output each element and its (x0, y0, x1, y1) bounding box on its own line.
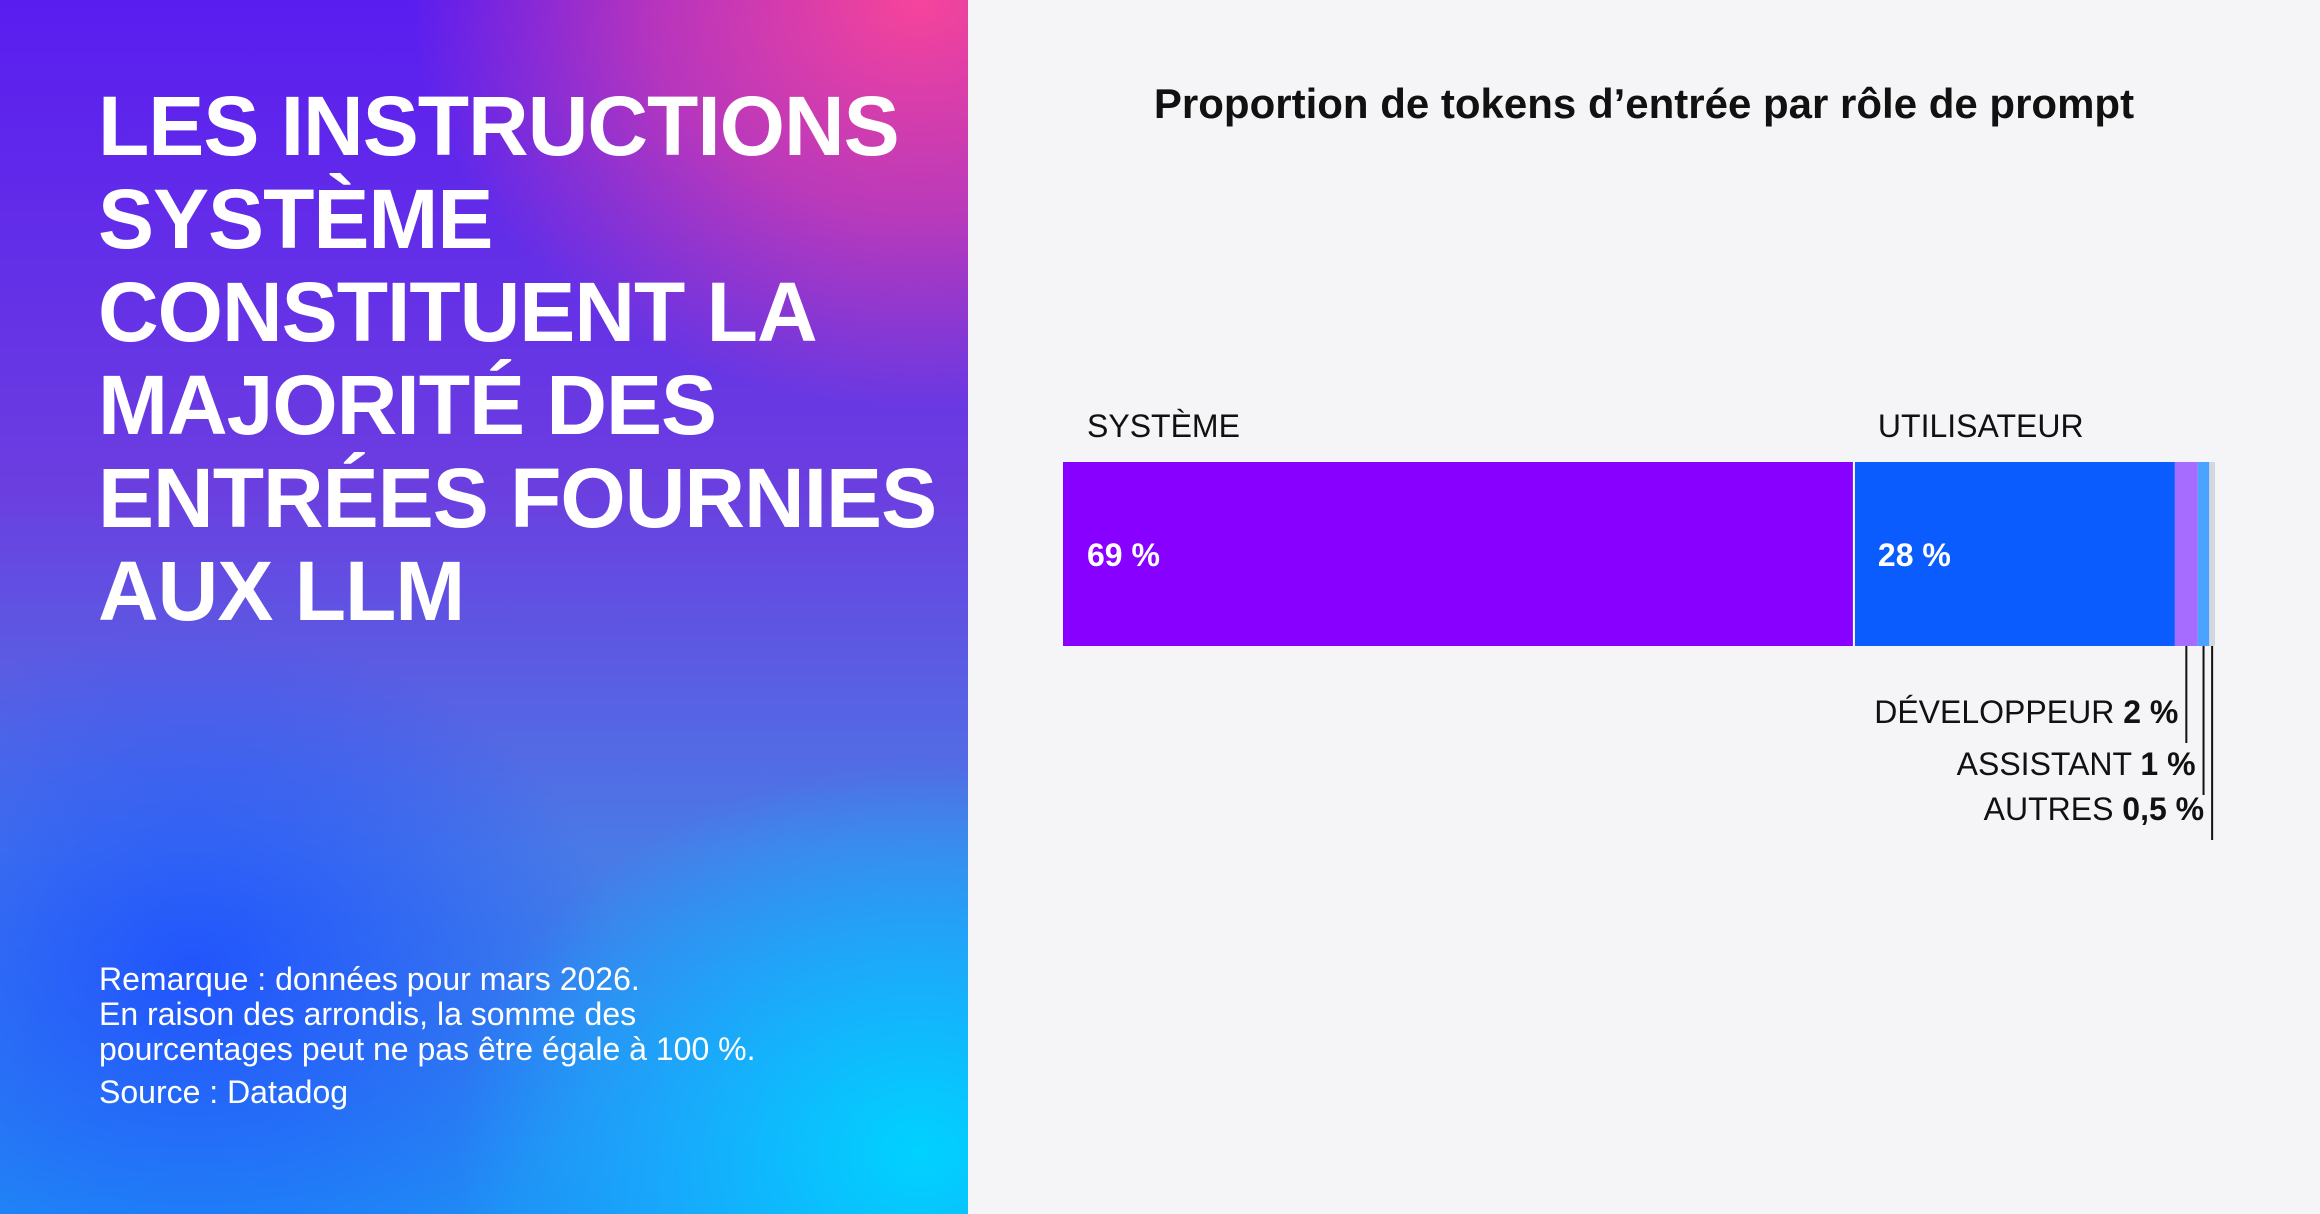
source-text: Source : Datadog (99, 1074, 349, 1110)
headline-line: MAJORITÉ DES (98, 358, 717, 452)
segment-value: 2 % (2123, 694, 2178, 730)
category-label: UTILISATEUR (1878, 408, 2084, 444)
segment-value: 1 % (2140, 746, 2195, 782)
headline-line: SYSTÈME (98, 172, 493, 266)
bar-segment-2 (2174, 462, 2198, 646)
segment-name: ASSISTANT (1957, 746, 2141, 782)
bar-segment-3 (2197, 462, 2210, 646)
value-label: 69 % (1087, 537, 1160, 573)
note-line: Remarque : données pour mars 2026. (99, 961, 640, 997)
note-line: pourcentages peut ne pas être égale à 10… (99, 1031, 756, 1067)
small-segment-label: DÉVELOPPEUR 2 % (1874, 694, 2178, 730)
note-line: En raison des arrondis, la somme des (99, 996, 637, 1032)
footnote: Remarque : données pour mars 2026. En ra… (99, 962, 755, 1110)
bar-segment-4 (2209, 462, 2215, 646)
segment-name: DÉVELOPPEUR (1874, 694, 2123, 730)
value-label: 28 % (1878, 537, 1951, 573)
category-label: SYSTÈME (1087, 408, 1240, 444)
small-segment-label: AUTRES 0,5 % (1984, 791, 2205, 827)
small-segment-label: ASSISTANT 1 % (1957, 746, 2196, 782)
headline: LES INSTRUCTIONS SYSTÈME CONSTITUENT LA … (98, 80, 958, 638)
segment-name: AUTRES (1984, 791, 2123, 827)
bar-segment-0 (1063, 462, 1854, 646)
headline-line: ENTRÉES FOURNIES (98, 451, 937, 545)
left-panel: LES INSTRUCTIONS SYSTÈME CONSTITUENT LA … (0, 0, 968, 1214)
headline-line: CONSTITUENT LA (98, 265, 818, 359)
chart-title: Proportion de tokens d’entrée par rôle d… (1153, 80, 2135, 127)
bar-segment-1 (1853, 462, 2175, 646)
headline-line: LES INSTRUCTIONS (98, 79, 900, 173)
headline-line: AUX LLM (98, 544, 465, 638)
segment-value: 0,5 % (2122, 791, 2204, 827)
